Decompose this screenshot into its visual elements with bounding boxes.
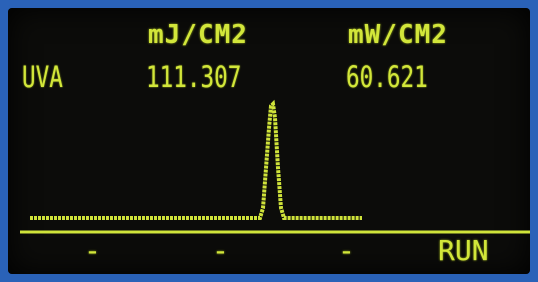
reading: 60.621	[346, 60, 428, 94]
softkey: -	[84, 234, 101, 267]
device-frame: mJ/CM2 mW/CM2 UVA 111.307 60.621 - - - R…	[0, 0, 538, 282]
row-label: UVA	[22, 60, 63, 94]
softkey: -	[212, 234, 229, 267]
unit-label: mJ/CM2	[148, 20, 248, 50]
softkey: -	[338, 234, 355, 267]
reading: 111.307	[146, 60, 241, 94]
trace	[30, 104, 362, 218]
unit-label: mW/CM2	[348, 20, 448, 50]
display-screen: mJ/CM2 mW/CM2 UVA 111.307 60.621 - - - R…	[8, 8, 530, 274]
softkey: RUN	[438, 234, 489, 267]
